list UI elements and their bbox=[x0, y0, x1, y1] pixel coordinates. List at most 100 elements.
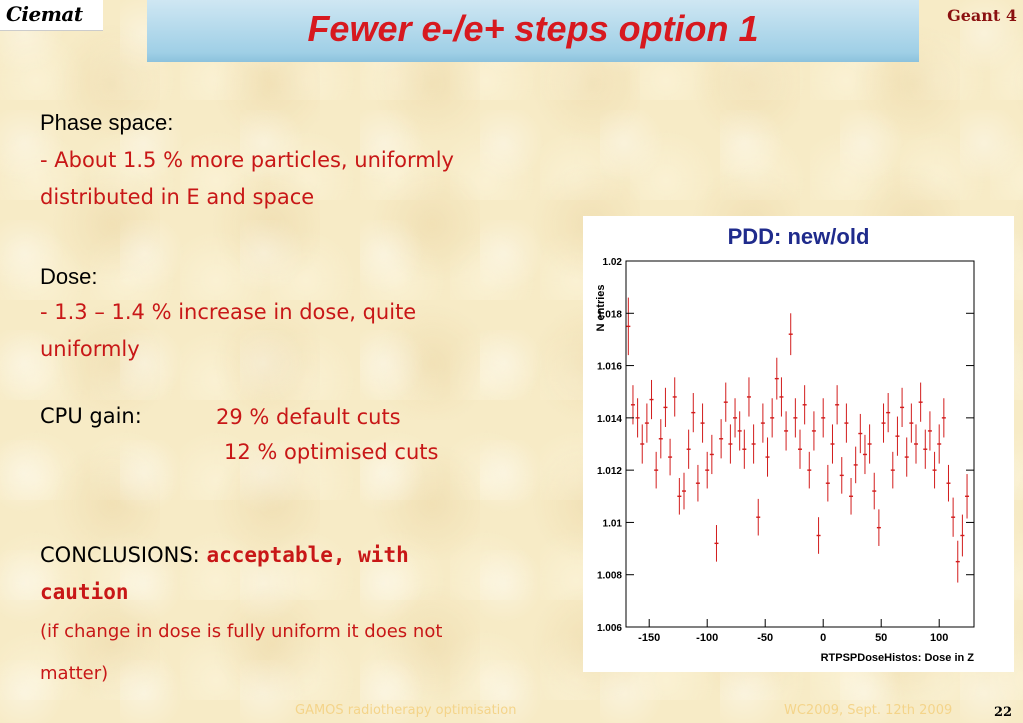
data-point bbox=[658, 419, 663, 459]
data-point bbox=[723, 382, 728, 422]
cpu-gain-label: CPU gain: bbox=[40, 404, 142, 428]
data-point bbox=[830, 424, 835, 464]
data-point bbox=[872, 472, 877, 510]
data-point bbox=[886, 393, 891, 433]
conclusions-note-2: matter) bbox=[40, 663, 109, 684]
data-point bbox=[709, 434, 714, 475]
data-point bbox=[932, 451, 937, 489]
data-point bbox=[742, 429, 747, 469]
data-point bbox=[626, 297, 631, 356]
data-point bbox=[635, 398, 640, 438]
phase-space-line-1: - About 1.5 % more particles, uniformly bbox=[40, 148, 454, 172]
pdd-ratio-plot: 1.006 1.008 1.01 1.012 1.014 1.016 1.018 1.02 -… bbox=[595, 257, 975, 664]
data-point bbox=[746, 377, 751, 417]
data-point bbox=[890, 451, 895, 489]
data-point bbox=[816, 517, 821, 554]
data-point bbox=[779, 377, 784, 417]
data-point bbox=[951, 497, 956, 537]
conclusions-note-1: (if change in dose is fully uniform it d… bbox=[40, 621, 443, 642]
data-point bbox=[821, 398, 826, 438]
data-point bbox=[835, 385, 840, 425]
data-point bbox=[867, 424, 872, 464]
phase-space-line-2: distributed in E and space bbox=[40, 185, 315, 209]
dose-line-2: uniformly bbox=[40, 337, 140, 361]
y-axis-ticks: 1.006 1.008 1.01 1.012 1.014 1.016 1.018 1.02 bbox=[597, 257, 974, 634]
x-tick-label: 0 bbox=[820, 632, 826, 644]
y-tick-label: 1.012 bbox=[597, 466, 622, 477]
data-point bbox=[760, 403, 765, 443]
data-point bbox=[900, 387, 905, 428]
conclusions-line: CONCLUSIONS: acceptable, with bbox=[40, 543, 409, 567]
data-point bbox=[923, 429, 928, 469]
data-point bbox=[807, 451, 812, 489]
data-points bbox=[626, 297, 970, 583]
data-point bbox=[668, 438, 673, 476]
data-point bbox=[918, 382, 923, 422]
data-point bbox=[844, 403, 849, 443]
dose-heading: Dose: bbox=[40, 264, 98, 289]
data-point bbox=[946, 464, 951, 502]
x-tick-label: -100 bbox=[696, 632, 718, 644]
data-point bbox=[737, 411, 742, 451]
data-point bbox=[682, 472, 686, 510]
data-point bbox=[705, 451, 710, 489]
data-point bbox=[756, 498, 761, 536]
data-point bbox=[904, 437, 909, 477]
data-point bbox=[941, 398, 946, 438]
data-point bbox=[825, 464, 830, 502]
x-tick-label: 50 bbox=[875, 632, 887, 644]
data-point bbox=[728, 424, 733, 464]
x-tick-label: 100 bbox=[930, 632, 948, 644]
data-point bbox=[733, 398, 738, 438]
page-number: 22 bbox=[994, 705, 1013, 720]
data-point bbox=[849, 477, 854, 515]
cpu-gain-default: 29 % default cuts bbox=[216, 405, 401, 429]
data-point bbox=[695, 464, 700, 502]
y-tick-label: 1.016 bbox=[597, 362, 622, 373]
data-point bbox=[798, 429, 802, 469]
data-point bbox=[691, 393, 696, 433]
data-point bbox=[965, 474, 970, 519]
y-axis-label: N entries bbox=[595, 284, 607, 331]
data-point bbox=[672, 377, 677, 417]
data-point bbox=[802, 385, 807, 425]
pdd-chart-panel: PDD: new/old 1.006 1.008 1.01 1.012 1.014 1.0… bbox=[583, 216, 1014, 672]
data-point bbox=[862, 434, 867, 475]
conclusions-verdict-1: acceptable, with bbox=[206, 543, 409, 567]
data-point bbox=[644, 403, 649, 443]
phase-space-heading: Phase space: bbox=[40, 110, 174, 135]
data-point bbox=[909, 403, 914, 443]
footer-right: WC2009, Sept. 12th 2009 bbox=[784, 703, 953, 718]
data-point bbox=[677, 477, 682, 515]
data-point bbox=[686, 429, 691, 469]
data-point bbox=[774, 357, 779, 400]
data-point bbox=[955, 540, 960, 583]
x-tick-label: -150 bbox=[638, 632, 660, 644]
data-point bbox=[881, 403, 886, 443]
x-tick-label: -50 bbox=[757, 632, 773, 644]
x-axis-ticks: -150 -100 -50 0 50 100 bbox=[638, 619, 948, 644]
data-point bbox=[793, 398, 798, 438]
slide-title: Fewer e-/e+ steps option 1 bbox=[307, 8, 759, 49]
conclusions-label: CONCLUSIONS: bbox=[40, 543, 207, 567]
chart-title: PDD: new/old bbox=[727, 224, 870, 249]
dose-line-1: - 1.3 – 1.4 % increase in dose, quite bbox=[40, 300, 417, 324]
data-point bbox=[895, 416, 900, 456]
title-bar: Fewer e-/e+ steps option 1 bbox=[147, 0, 919, 62]
y-tick-label: 1.008 bbox=[597, 571, 622, 582]
logo-text: Ciemat bbox=[6, 2, 83, 26]
y-tick-label: 1.006 bbox=[597, 623, 622, 634]
ciemat-logo: Ciemat bbox=[0, 0, 103, 31]
data-point bbox=[811, 411, 816, 451]
data-point bbox=[914, 424, 918, 464]
data-point bbox=[700, 403, 705, 443]
data-point bbox=[788, 313, 793, 356]
footer-left: GAMOS radiotherapy optimisation bbox=[295, 703, 517, 718]
data-point bbox=[714, 525, 719, 562]
y-tick-label: 1.01 bbox=[603, 518, 623, 529]
data-point bbox=[751, 424, 756, 464]
data-point bbox=[784, 411, 789, 451]
conclusions-verdict-2: caution bbox=[40, 580, 129, 604]
y-tick-label: 1.018 bbox=[597, 309, 622, 320]
geant4-brand: Geant 4 bbox=[947, 6, 1017, 25]
